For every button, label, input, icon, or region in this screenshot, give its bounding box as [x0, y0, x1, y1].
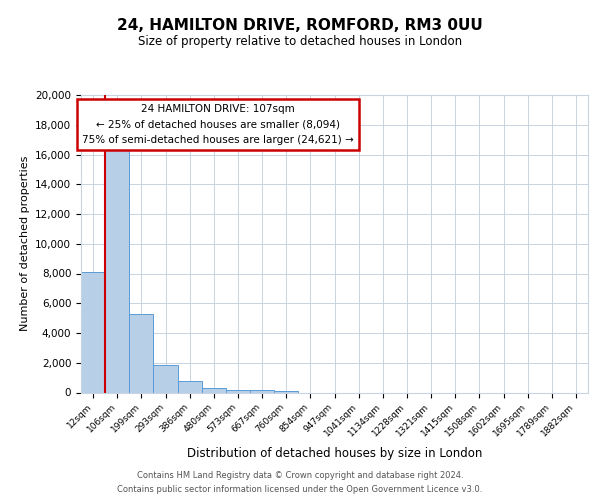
X-axis label: Distribution of detached houses by size in London: Distribution of detached houses by size … — [187, 446, 482, 460]
Text: 24, HAMILTON DRIVE, ROMFORD, RM3 0UU: 24, HAMILTON DRIVE, ROMFORD, RM3 0UU — [117, 18, 483, 32]
Text: Size of property relative to detached houses in London: Size of property relative to detached ho… — [138, 35, 462, 48]
Bar — [250, 390, 274, 392]
Bar — [154, 365, 178, 392]
Bar — [129, 314, 154, 392]
Bar — [202, 388, 226, 392]
Bar — [105, 146, 129, 392]
Y-axis label: Number of detached properties: Number of detached properties — [20, 156, 29, 332]
Bar — [81, 272, 105, 392]
Bar — [178, 382, 202, 392]
Bar — [274, 391, 298, 392]
Bar — [226, 390, 250, 392]
Text: Contains HM Land Registry data © Crown copyright and database right 2024.: Contains HM Land Registry data © Crown c… — [137, 471, 463, 480]
Text: 24 HAMILTON DRIVE: 107sqm
← 25% of detached houses are smaller (8,094)
75% of se: 24 HAMILTON DRIVE: 107sqm ← 25% of detac… — [82, 104, 354, 145]
Text: Contains public sector information licensed under the Open Government Licence v3: Contains public sector information licen… — [118, 485, 482, 494]
